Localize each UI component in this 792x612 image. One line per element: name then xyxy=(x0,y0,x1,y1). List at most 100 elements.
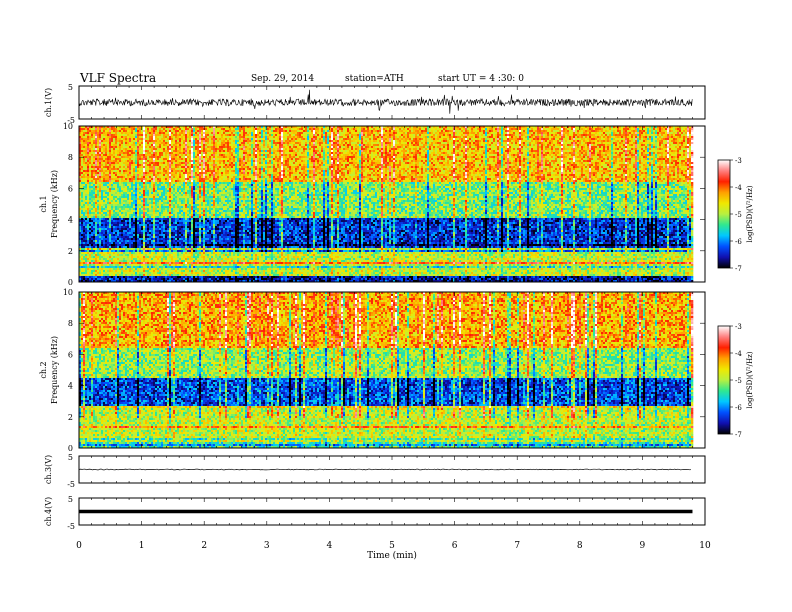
spectrogram-cell xyxy=(137,146,140,149)
spectrogram-cell xyxy=(555,144,558,147)
spectrogram-cell xyxy=(157,140,160,143)
spectrogram-cell xyxy=(207,152,210,155)
spectrogram-cell xyxy=(407,136,410,139)
spectrogram-cell xyxy=(567,126,570,129)
spectrogram-cell xyxy=(603,138,606,141)
spectrogram-cell xyxy=(623,154,626,157)
spectrogram-cell xyxy=(179,138,182,141)
spectrogram-cell xyxy=(669,154,672,157)
spectrogram-cell xyxy=(647,144,650,147)
spectrogram-cell xyxy=(527,154,530,157)
spectrogram-cell xyxy=(131,152,134,155)
spectrogram-cell xyxy=(433,128,436,131)
spectrogram-cell xyxy=(601,142,604,145)
spectrogram-cell xyxy=(557,146,560,149)
spectrogram-cell xyxy=(185,154,188,157)
spectrogram-cell xyxy=(211,134,214,137)
spectrogram-cell xyxy=(353,138,356,141)
spectrogram-cell xyxy=(421,130,424,133)
spectrogram-cell xyxy=(611,128,614,131)
spectrogram-cell xyxy=(443,146,446,149)
spectrogram-cell xyxy=(469,148,472,151)
spectrogram-cell xyxy=(553,134,556,137)
spectrogram-cell xyxy=(321,142,324,145)
spectrogram-cell xyxy=(553,156,556,159)
spectrogram-cell xyxy=(401,140,404,143)
spectrogram-cell xyxy=(653,126,656,129)
spectrogram-cell xyxy=(137,152,140,155)
spectrogram-cell xyxy=(83,154,86,157)
spectrogram-cell xyxy=(153,148,156,151)
spectrogram-cell xyxy=(137,132,140,135)
spectrogram-cell xyxy=(447,146,450,149)
spectrogram-cell xyxy=(457,136,460,139)
spectrogram-cell xyxy=(253,146,256,149)
spectrogram-cell xyxy=(289,154,292,157)
spectrogram-cell xyxy=(559,150,562,153)
spectrogram-cell xyxy=(411,132,414,135)
spectrogram-cell xyxy=(411,150,414,153)
spectrogram-cell xyxy=(557,142,560,145)
spectrogram-cell xyxy=(543,136,546,139)
spectrogram-cell xyxy=(147,150,150,153)
spectrogram-cell xyxy=(505,146,508,149)
spectrogram-cell xyxy=(647,132,650,135)
spectrogram-cell xyxy=(345,138,348,141)
spectrogram-cell xyxy=(131,156,134,159)
spectrogram-cell xyxy=(589,146,592,149)
spectrogram-cell xyxy=(529,134,532,137)
spectrogram-cell xyxy=(285,142,288,145)
spectrogram-cell xyxy=(313,126,316,129)
spectrogram-cell xyxy=(471,156,474,159)
spectrogram-cell xyxy=(405,148,408,151)
spectrogram-cell xyxy=(233,150,236,153)
spectrogram-cell xyxy=(175,156,178,159)
spectrogram-cell xyxy=(671,128,674,131)
spectrogram-cell xyxy=(159,138,162,141)
spectrogram-cell xyxy=(661,132,664,135)
spectrogram-cell xyxy=(315,154,318,157)
spectrogram-cell xyxy=(251,152,254,155)
spectrogram-cell xyxy=(459,154,462,157)
spectrogram-cell xyxy=(521,148,524,151)
spectrogram-cell xyxy=(641,154,644,157)
spectrogram-cell xyxy=(339,142,342,145)
spectrogram-cell xyxy=(337,132,340,135)
spectrogram-cell xyxy=(289,144,292,147)
spectrogram-cell xyxy=(339,144,342,147)
spectrogram-cell xyxy=(235,128,238,131)
spectrogram-cell xyxy=(545,132,548,135)
spectrogram-cell xyxy=(591,150,594,153)
spectrogram-cell xyxy=(181,152,184,155)
spectrogram-cell xyxy=(439,128,442,131)
spectrogram-cell xyxy=(497,126,500,129)
spectrogram-cell xyxy=(371,130,374,133)
spectrogram-cell xyxy=(141,142,144,145)
spectrogram-cell xyxy=(293,126,296,129)
spectrogram-cell xyxy=(569,154,572,157)
spectrogram-cell xyxy=(133,130,136,133)
spectrogram-cell xyxy=(659,148,662,151)
spectrogram-cell xyxy=(451,148,454,151)
spectrogram-cell xyxy=(109,152,112,155)
spectrogram-cell xyxy=(669,138,672,141)
spectrogram-cell xyxy=(355,152,358,155)
spectrogram-cell xyxy=(215,152,218,155)
spectrogram-cell xyxy=(405,136,408,139)
spectrogram-cell xyxy=(671,136,674,139)
spectrogram-cell xyxy=(147,156,150,159)
spectrogram-cell xyxy=(359,148,362,151)
spectrogram-cell xyxy=(343,146,346,149)
spectrogram-cell xyxy=(475,144,478,147)
spectrogram-cell xyxy=(673,128,676,131)
spectrogram-cell xyxy=(237,152,240,155)
spectrogram-cell xyxy=(161,156,164,159)
spectrogram-cell xyxy=(89,140,92,143)
spectrogram-cell xyxy=(649,134,652,137)
spectrogram-cell xyxy=(109,154,112,157)
spectrogram-cell xyxy=(155,130,158,133)
spectrogram-cell xyxy=(151,152,154,155)
spectrogram-cell xyxy=(155,152,158,155)
spectrogram-cell xyxy=(571,128,574,131)
spectrogram-cell xyxy=(173,142,176,145)
